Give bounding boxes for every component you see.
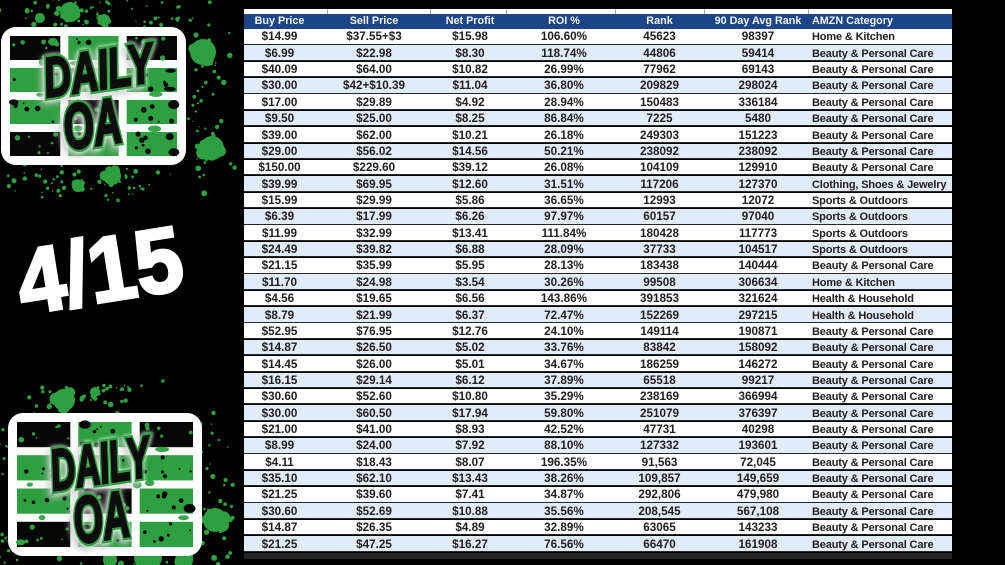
svg-text:DAILY: DAILY [46, 424, 158, 504]
svg-text:OA: OA [58, 84, 126, 164]
svg-text:4/15: 4/15 [10, 208, 190, 335]
svg-text:OA: OA [68, 476, 134, 557]
